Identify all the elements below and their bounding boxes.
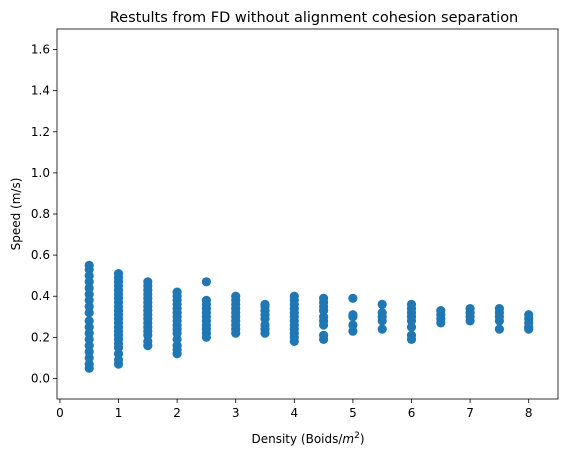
data-point <box>348 293 358 303</box>
data-point <box>494 324 504 334</box>
data-points <box>84 260 534 373</box>
data-point <box>143 277 153 287</box>
x-tick-label: 5 <box>349 406 357 420</box>
data-point <box>84 316 94 326</box>
y-tick-label: 1.6 <box>31 43 50 57</box>
data-point <box>524 310 534 320</box>
y-tick-label: 0.4 <box>31 289 50 303</box>
plot-area-frame <box>56 28 559 400</box>
data-point <box>494 304 504 314</box>
x-axis-label-exponent: 2 <box>354 431 360 441</box>
y-tick-label: 1.4 <box>31 84 50 98</box>
x-axis-ticks: 0 1 2 3 4 5 6 7 8 <box>56 399 533 420</box>
x-tick-label: 7 <box>466 406 474 420</box>
data-point <box>319 293 329 303</box>
x-tick-label: 4 <box>290 406 298 420</box>
x-tick-label: 3 <box>232 406 240 420</box>
data-point <box>260 299 270 309</box>
data-point <box>201 295 211 305</box>
x-axis-label-unit: m <box>342 432 354 446</box>
chart-title: Restults from FD without alignment cohes… <box>110 10 519 26</box>
x-tick-label: 0 <box>56 406 64 420</box>
data-point <box>348 320 358 330</box>
x-axis-label-close: ) <box>360 432 365 446</box>
data-point <box>172 287 182 297</box>
y-axis-ticks: 0.0 0.2 0.4 0.6 0.8 1.0 1.2 1.4 1.6 <box>31 43 57 385</box>
data-point <box>377 324 387 334</box>
data-point <box>289 291 299 301</box>
y-tick-label: 1.2 <box>31 125 50 139</box>
x-tick-label: 6 <box>408 406 416 420</box>
y-axis-label: Speed (m/s) <box>9 178 23 251</box>
x-axis-label: Density (Boids/m2) <box>251 431 364 446</box>
data-point <box>377 299 387 309</box>
x-tick-label: 1 <box>115 406 123 420</box>
data-point <box>113 269 124 279</box>
x-axis-label-main: Density (Boids/ <box>251 432 343 446</box>
data-point <box>319 330 329 340</box>
y-tick-label: 0.2 <box>31 330 50 344</box>
data-point <box>406 330 417 340</box>
y-tick-label: 0.0 <box>31 371 50 385</box>
data-point <box>231 291 241 301</box>
data-point <box>348 310 358 320</box>
x-tick-label: 8 <box>525 406 533 420</box>
data-point <box>465 304 475 314</box>
data-point <box>377 308 387 318</box>
y-tick-label: 0.6 <box>31 248 50 262</box>
data-point <box>201 277 211 287</box>
y-tick-label: 0.8 <box>31 207 50 221</box>
data-point <box>406 299 417 309</box>
data-point <box>436 306 446 316</box>
x-tick-label: 2 <box>173 406 181 420</box>
data-point <box>84 260 94 270</box>
y-tick-label: 1.0 <box>31 166 50 180</box>
